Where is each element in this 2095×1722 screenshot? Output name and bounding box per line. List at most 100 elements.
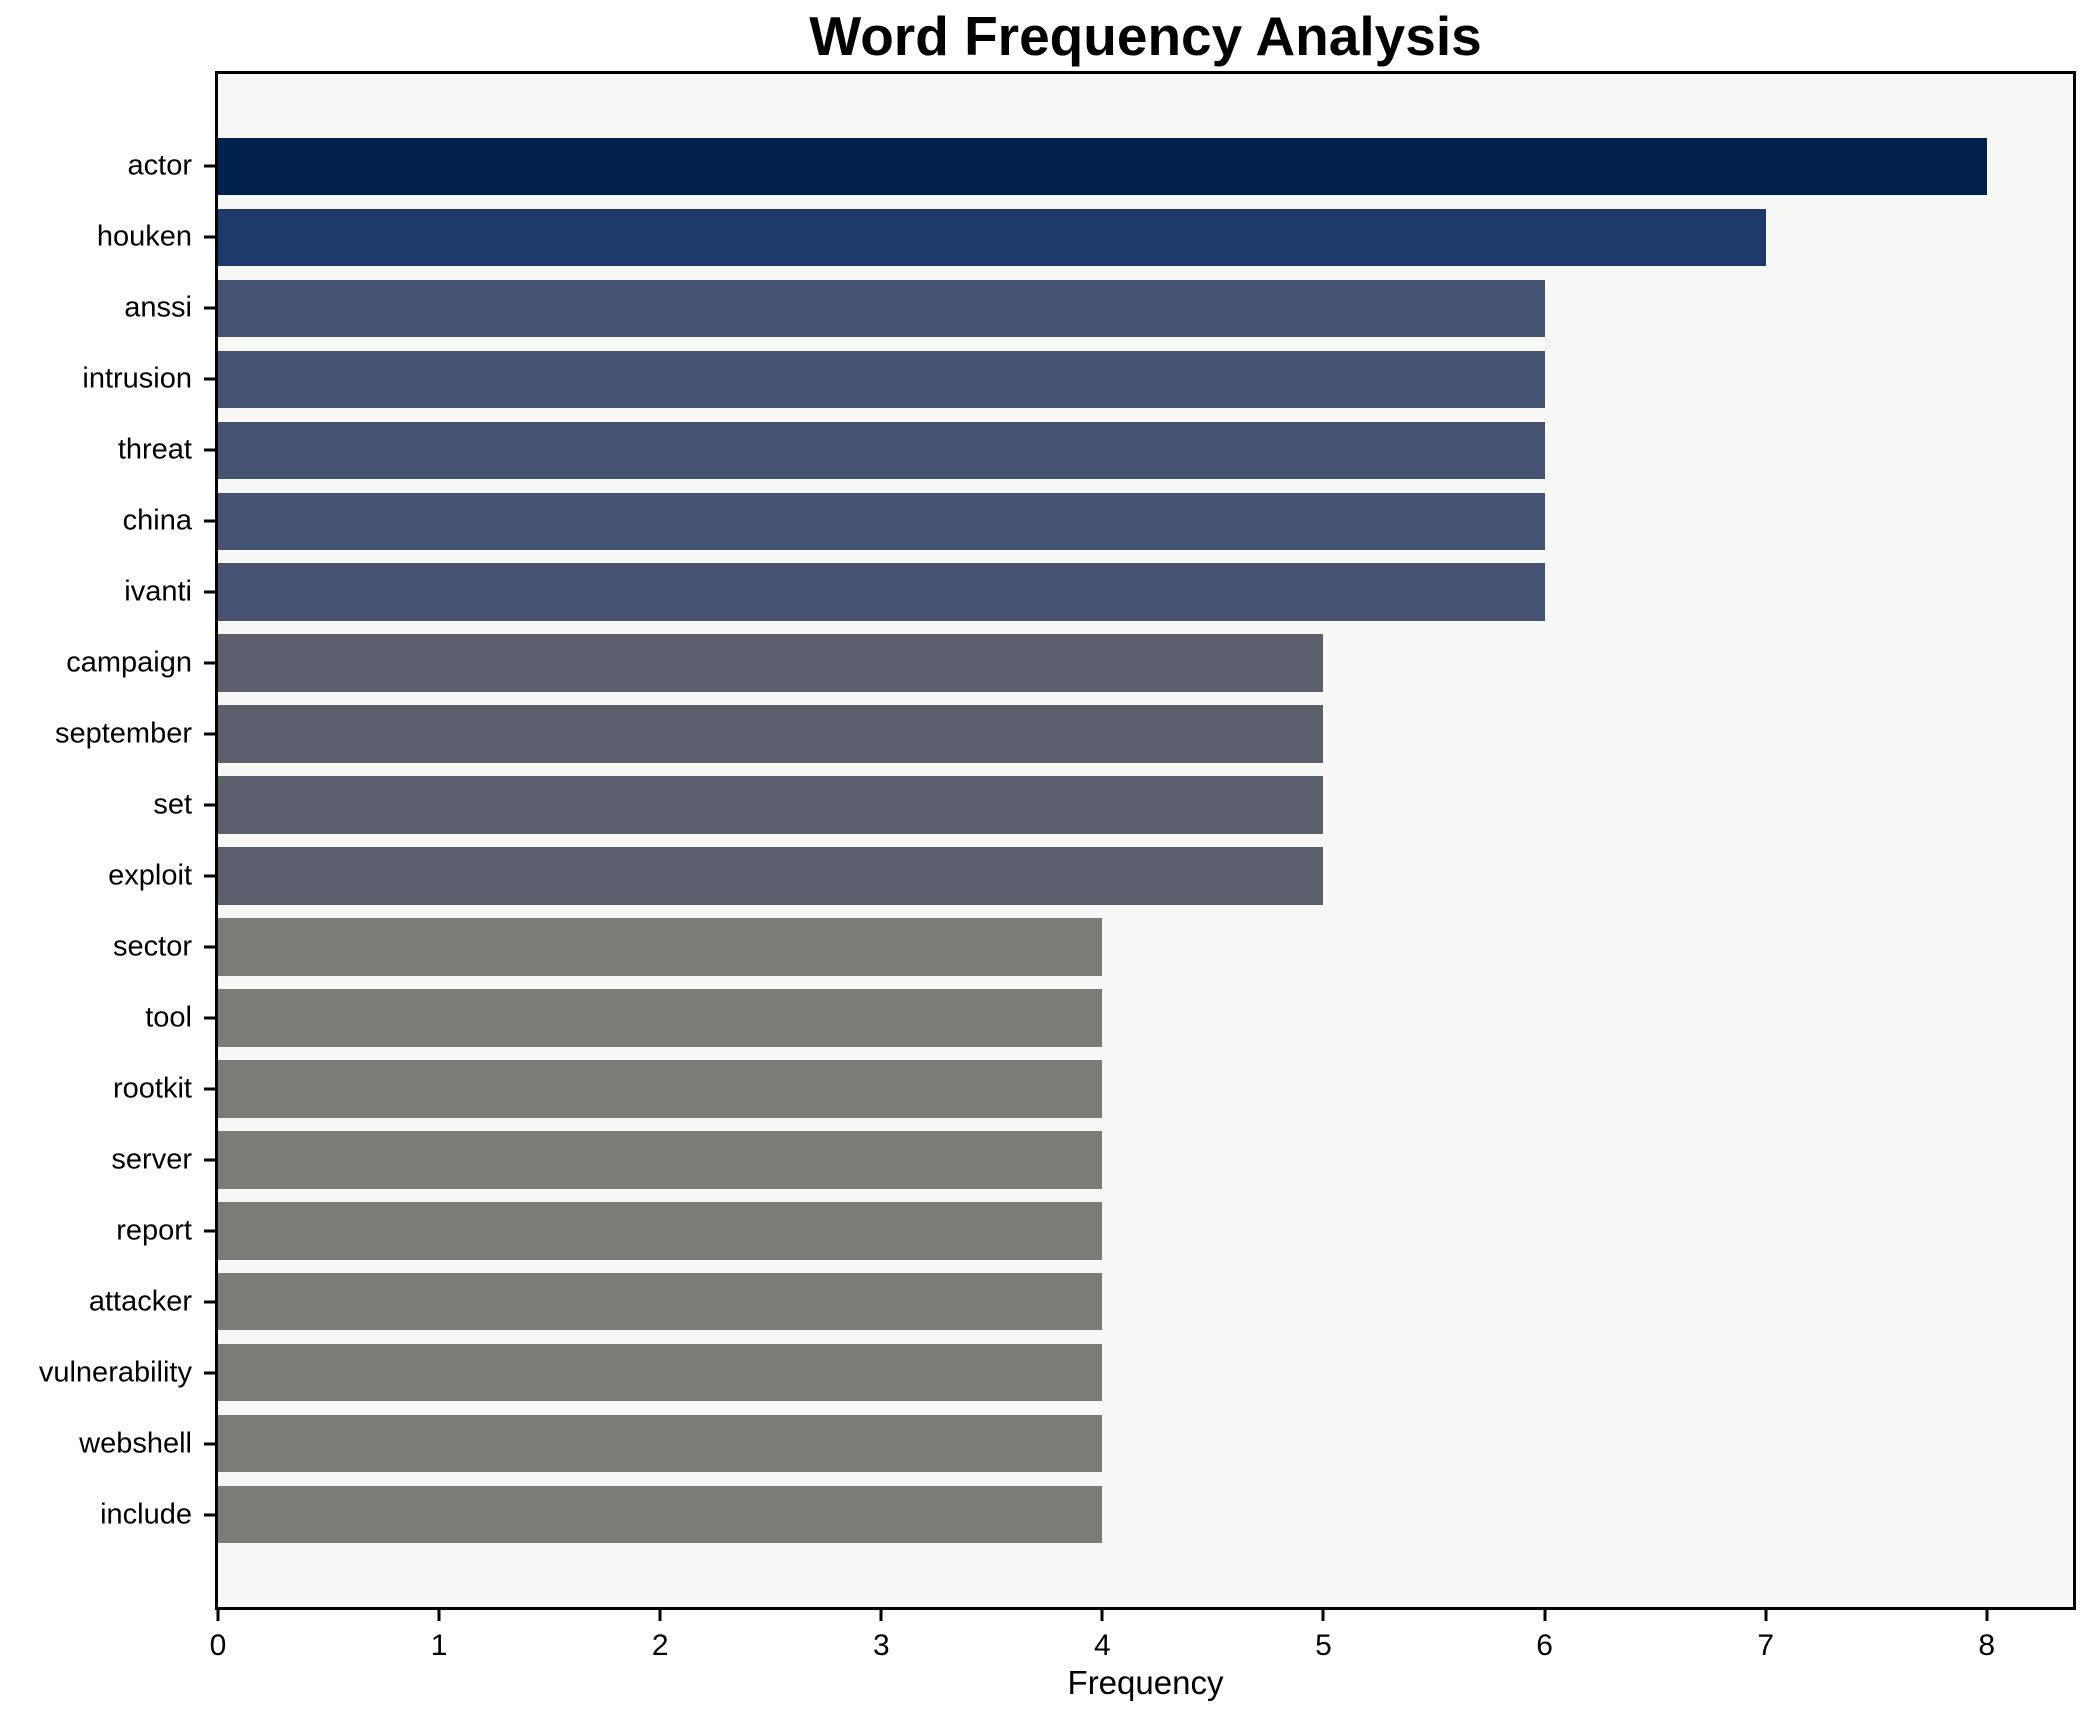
bar-row: include [100,1479,2073,1550]
x-tick-label: 0 [209,1629,227,1662]
y-tick-mark [204,1229,215,1233]
plot-area: actor houken anssi intrusion threat china ivan… [39,71,2076,1662]
y-tick-label: report [116,1214,192,1247]
x-tick-label: 7 [1757,1629,1775,1662]
x-tick-label: 2 [651,1629,669,1662]
y-tick-label: september [54,717,192,750]
bars-container: actor houken anssi intrusion threat china ivan… [39,74,2073,1607]
x-tick-label: 8 [1978,1629,1996,1662]
y-tick-label: tool [145,1001,192,1034]
x-tick-mark [1321,1610,1325,1621]
x-tick-label: 3 [872,1629,890,1662]
bar-row: campaign [66,628,2073,699]
bar [218,1060,1103,1118]
x-tick-mark [216,1610,220,1621]
y-tick-label: sector [113,930,192,963]
y-tick-mark [204,732,215,736]
y-tick-label: campaign [66,646,192,679]
bar-row: intrusion [82,344,2073,415]
y-tick-mark [204,1513,215,1517]
x-tick-mark [1543,1610,1547,1621]
bar-row: september [55,699,2073,770]
bar-row: rootkit [113,1053,2073,1124]
bar-row: webshell [79,1408,2073,1479]
y-tick-mark [204,235,215,239]
y-tick-label: webshell [79,1427,192,1460]
y-tick-mark [204,1371,215,1375]
y-tick-mark [204,448,215,452]
y-tick-mark [204,661,215,665]
x-tick-label: 6 [1536,1629,1553,1662]
y-tick-mark [204,803,215,807]
bar [218,1131,1103,1189]
y-tick-mark [204,377,215,381]
y-tick-label: set [153,788,192,821]
y-tick-label: ivanti [124,575,192,608]
x-tick-label: 5 [1315,1629,1332,1662]
bar [218,634,1324,692]
bar [218,705,1324,763]
bar-row: ivanti [124,557,2073,628]
bar [218,918,1103,976]
y-tick-mark [204,306,215,310]
bar-row: houken [97,202,2073,273]
y-tick-label: vulnerability [38,1356,192,1389]
y-tick-label: rootkit [113,1072,192,1105]
y-tick-mark [204,1016,215,1020]
bar-row: report [116,1195,2073,1266]
bar [218,350,1545,409]
bar-row: attacker [89,1266,2073,1337]
y-tick-mark [204,1087,215,1091]
y-tick-label: server [111,1143,192,1176]
y-tick-mark [204,590,215,594]
bar [218,137,1987,196]
x-tick-mark [1764,1610,1768,1621]
bar-row: threat [118,415,2073,486]
y-tick-mark [204,519,215,523]
y-tick-label: china [122,504,192,537]
bar-row: set [153,770,2073,841]
y-tick-label: exploit [108,859,192,892]
bar [218,1272,1103,1331]
y-tick-mark [204,1158,215,1162]
bar-row: server [111,1124,2073,1195]
chart-title: Word Frequency Analysis [809,5,1482,67]
y-tick-label: anssi [124,291,192,324]
bar-row: exploit [108,841,2073,912]
x-tick-label: 4 [1094,1629,1111,1662]
bar [218,1414,1103,1473]
bar [218,421,1545,480]
bar [218,492,1545,550]
x-tick-label: 1 [430,1629,448,1662]
bar-row: actor [128,131,2073,202]
y-tick-label: threat [117,433,192,466]
bar [218,563,1545,621]
y-tick-label: intrusion [82,362,192,395]
bar-row: china [123,486,2073,557]
y-tick-label: include [100,1498,192,1531]
y-tick-mark [204,1300,215,1304]
bar [218,279,1545,338]
bar [218,776,1324,834]
y-tick-label: actor [127,149,192,182]
x-axis-label: Frequency [1067,1664,1224,1701]
bar-row: vulnerability [39,1337,2073,1408]
x-tick-mark [879,1610,883,1621]
bar-row: sector [113,911,2073,982]
bar-row: anssi [124,273,2073,344]
bar [218,989,1103,1047]
bar-row: tool [145,982,2073,1053]
bar [218,1343,1103,1402]
x-tick-mark [437,1610,441,1621]
x-tick-mark [1985,1610,1989,1621]
y-tick-mark [204,945,215,949]
bar [218,208,1766,267]
x-tick-mark [658,1610,662,1621]
y-tick-label: attacker [88,1285,192,1318]
y-tick-mark [204,164,215,168]
bar [218,1485,1103,1544]
bar [218,1202,1103,1260]
y-tick-label: houken [96,220,192,253]
bar [218,847,1324,905]
y-tick-mark [204,874,215,878]
